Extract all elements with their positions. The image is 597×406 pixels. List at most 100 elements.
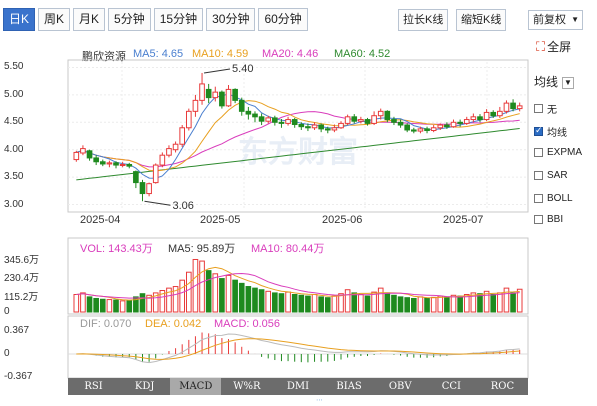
candle-body (483, 111, 490, 121)
candle-body (219, 91, 225, 107)
candle-body (172, 143, 179, 151)
volume-bar (86, 296, 93, 313)
volume-bar (437, 295, 444, 313)
candle-body (477, 116, 483, 121)
candle-body (510, 102, 516, 110)
more-icon[interactable]: ⋯ (316, 397, 323, 404)
overlay-option-5[interactable]: BBI (534, 214, 563, 225)
fullscreen-button[interactable]: ⛶ 全屏 (536, 38, 571, 55)
candle-body (205, 88, 212, 99)
overlay-option-label: BBI (547, 214, 564, 225)
adjust-select[interactable]: 前复权 ▼ (528, 10, 583, 30)
indicator-tab-rsi[interactable]: RSI (84, 381, 103, 392)
period-tab-6[interactable]: 60分钟 (258, 8, 308, 31)
candle-body (245, 110, 252, 115)
macd-legend: MACD: 0.056 (214, 318, 281, 330)
candle-body (338, 122, 344, 129)
macd-tick-label: 0 (4, 348, 10, 359)
ma20-legend: MA20: 4.46 (262, 48, 319, 60)
indicator-tab-roc[interactable]: ROC (490, 381, 515, 392)
volume-bar (212, 273, 219, 313)
period-tab-3[interactable]: 5分钟 (108, 8, 151, 31)
indicator-tab-bias[interactable]: BIAS (336, 381, 362, 392)
checkbox-icon[interactable] (534, 194, 543, 203)
y-tick-label: 3.50 (4, 171, 24, 183)
period-tab-4[interactable]: 15分钟 (153, 8, 204, 31)
volume-bar (126, 300, 133, 313)
candle-body (159, 154, 166, 166)
candle-body (152, 164, 159, 184)
overlay-option-3[interactable]: SAR (534, 170, 568, 181)
candle-body (364, 119, 371, 124)
adjust-select-value: 前复权 (533, 14, 566, 26)
volume-bar (258, 289, 265, 313)
overlay-option-0[interactable]: 无 (534, 101, 557, 116)
candle-body (305, 126, 311, 129)
overlay-option-label: SAR (547, 170, 568, 181)
candle-body (113, 162, 119, 166)
checkbox-icon[interactable] (534, 148, 543, 157)
indicator-tabs: RSI KDJ MACD W%R DMI BIAS OBV CCI ROC (68, 378, 528, 395)
candle-body (106, 162, 113, 165)
overlay-option-4[interactable]: BOLL (534, 193, 573, 204)
ma-type-select[interactable]: 均线 ▼ (534, 73, 575, 90)
volume-bar (179, 279, 186, 313)
candle-body (410, 129, 417, 132)
volume-bar (80, 292, 86, 313)
overlay-option-label: 无 (547, 105, 557, 116)
checkbox-icon[interactable] (534, 125, 543, 136)
volume-bar (139, 293, 146, 313)
macd-tick-label: 0.367 (4, 325, 30, 336)
stretch-kline-button[interactable]: 拉长K线 (398, 9, 449, 31)
y-tick-label: 3.00 (4, 198, 24, 210)
candle-body (430, 127, 437, 132)
volume-bar (291, 293, 298, 313)
candle-body (404, 124, 411, 131)
volume-bar (159, 290, 166, 313)
checkbox-icon[interactable] (534, 171, 543, 180)
period-tab-5[interactable]: 30分钟 (206, 8, 256, 31)
indicator-tab-kdj[interactable]: KDJ (134, 381, 155, 392)
indicator-tab-cci[interactable]: CCI (441, 381, 461, 392)
overlay-option-2[interactable]: EXPMA (534, 147, 582, 158)
indicator-tab-wpctr[interactable]: W%R (233, 381, 261, 392)
volume-bar (172, 286, 179, 313)
volume-bar (444, 296, 450, 313)
volume-bar (483, 290, 490, 313)
candle-body (73, 151, 80, 161)
vol-tick-label: 230.4万 (4, 273, 40, 285)
ma5-legend: MA5: 4.65 (133, 48, 184, 60)
dif-legend: DIF: 0.070 (80, 318, 132, 330)
volume-bar (298, 294, 305, 313)
candle-body (391, 119, 397, 123)
period-tab-2[interactable]: 月K (73, 8, 106, 31)
volume-bar (364, 295, 371, 313)
high-price-label: 5.40 (232, 63, 253, 75)
volume-bar (404, 297, 411, 313)
candle-body (344, 116, 351, 124)
shrink-kline-button[interactable]: 缩短K线 (456, 9, 507, 31)
overlay-option-label: EXPMA (547, 147, 583, 158)
x-tick-label: 2025-05 (200, 214, 241, 226)
indicator-tab-macd[interactable]: MACD (170, 378, 222, 395)
candle-body (99, 161, 106, 165)
period-tab-0[interactable]: 日K (3, 8, 36, 31)
volume-bar (265, 290, 272, 313)
dea-legend: DEA: 0.042 (145, 318, 202, 330)
overlay-option-1[interactable]: 均线 (534, 124, 567, 139)
candle-body (318, 124, 324, 130)
checkbox-icon[interactable] (534, 104, 543, 113)
volume-bar (410, 297, 417, 313)
high-marker-line (203, 68, 231, 74)
period-tab-1[interactable]: 周K (38, 8, 71, 31)
volume-bar (324, 297, 331, 313)
candle-body (457, 121, 463, 124)
volume-bar (397, 296, 404, 313)
indicator-tab-dmi[interactable]: DMI (286, 381, 310, 392)
checkbox-icon[interactable] (534, 215, 543, 224)
candle-body (278, 121, 285, 124)
volume-bar (146, 294, 152, 313)
indicator-tab-obv[interactable]: OBV (388, 381, 412, 392)
candle-body (450, 121, 457, 128)
